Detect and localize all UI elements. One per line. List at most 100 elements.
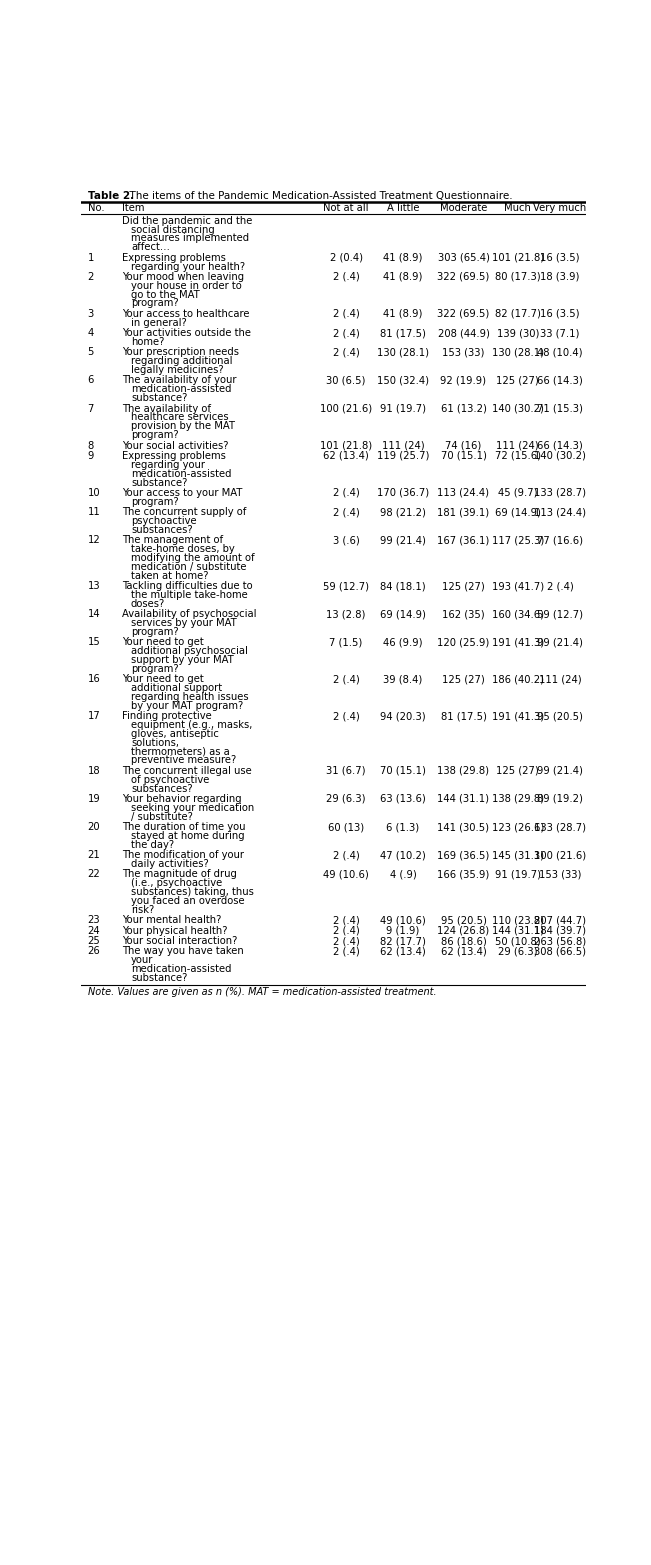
Text: your: your [131,955,154,966]
Text: 2 (.4): 2 (.4) [333,488,359,498]
Text: 71 (15.3): 71 (15.3) [537,404,583,413]
Text: doses?: doses? [131,599,165,609]
Text: of psychoactive: of psychoactive [131,775,210,784]
Text: 2 (.4): 2 (.4) [333,916,359,925]
Text: 70 (15.1): 70 (15.1) [441,451,486,462]
Text: Your social interaction?: Your social interaction? [122,936,237,947]
Text: 6: 6 [88,376,94,385]
Text: 26: 26 [88,947,100,956]
Text: program?: program? [131,430,178,440]
Text: 25: 25 [88,936,100,947]
Text: 17: 17 [88,711,100,721]
Text: 50 (10.8): 50 (10.8) [495,936,540,947]
Text: 19: 19 [88,793,100,804]
Text: Availability of psychosocial: Availability of psychosocial [122,609,256,620]
Text: 139 (30): 139 (30) [497,329,539,338]
Text: go to the MAT: go to the MAT [131,290,200,299]
Text: 24: 24 [88,925,100,936]
Text: 125 (27): 125 (27) [496,376,539,385]
Text: Your prescription needs: Your prescription needs [122,347,239,357]
Text: (i.e., psychoactive: (i.e., psychoactive [131,878,222,889]
Text: 16: 16 [88,675,100,684]
Text: 1: 1 [88,252,94,263]
Text: 46 (9.9): 46 (9.9) [383,637,422,648]
Text: 14: 14 [88,609,100,620]
Text: The modification of your: The modification of your [122,850,243,861]
Text: 41 (8.9): 41 (8.9) [383,252,422,263]
Text: 95 (20.5): 95 (20.5) [441,916,486,925]
Text: 99 (21.4): 99 (21.4) [380,535,426,545]
Text: 166 (35.9): 166 (35.9) [437,870,490,880]
Text: substances?: substances? [131,524,193,535]
Text: 89 (19.2): 89 (19.2) [537,793,583,804]
Text: 181 (39.1): 181 (39.1) [437,507,490,516]
Text: 5: 5 [88,347,94,357]
Text: 193 (41.7): 193 (41.7) [492,581,544,592]
Text: 9 (1.9): 9 (1.9) [387,925,420,936]
Text: provision by the MAT: provision by the MAT [131,421,235,432]
Text: 49 (10.6): 49 (10.6) [323,870,369,880]
Text: 160 (34.6): 160 (34.6) [492,609,544,620]
Text: Your social activities?: Your social activities? [122,441,228,451]
Text: substance?: substance? [131,393,187,404]
Text: 101 (21.8): 101 (21.8) [320,441,372,451]
Text: Table 2.: Table 2. [88,191,133,200]
Text: 12: 12 [88,535,100,545]
Text: risk?: risk? [131,905,154,916]
Text: Moderate: Moderate [440,203,487,213]
Text: 113 (24.4): 113 (24.4) [437,488,490,498]
Text: 124 (26.8): 124 (26.8) [437,925,490,936]
Text: 61 (13.2): 61 (13.2) [441,404,486,413]
Text: 77 (16.6): 77 (16.6) [537,535,583,545]
Text: Your activities outside the: Your activities outside the [122,329,251,338]
Text: Note. Values are given as n (%). MAT = medication-assisted treatment.: Note. Values are given as n (%). MAT = m… [88,988,436,997]
Text: taken at home?: taken at home? [131,571,208,581]
Text: 101 (21.8): 101 (21.8) [492,252,544,263]
Text: 2 (.4): 2 (.4) [333,507,359,516]
Text: 2 (.4): 2 (.4) [333,711,359,721]
Text: modifying the amount of: modifying the amount of [131,552,255,563]
Text: 303 (65.4): 303 (65.4) [437,252,490,263]
Text: 117 (25.3): 117 (25.3) [492,535,544,545]
Text: 2 (.4): 2 (.4) [333,850,359,861]
Text: 3 (.6): 3 (.6) [333,535,359,545]
Text: 2: 2 [88,272,94,282]
Text: 16 (3.5): 16 (3.5) [540,252,579,263]
Text: you faced an overdose: you faced an overdose [131,897,245,906]
Text: 99 (21.4): 99 (21.4) [537,765,583,776]
Text: 62 (13.4): 62 (13.4) [441,947,486,956]
Text: 150 (32.4): 150 (32.4) [377,376,429,385]
Text: 63 (13.6): 63 (13.6) [380,793,426,804]
Text: Your behavior regarding: Your behavior regarding [122,793,242,804]
Text: regarding your: regarding your [131,460,205,469]
Text: 31 (6.7): 31 (6.7) [326,765,366,776]
Text: 84 (18.1): 84 (18.1) [380,581,426,592]
Text: 119 (25.7): 119 (25.7) [377,451,429,462]
Text: 2 (0.4): 2 (0.4) [329,252,363,263]
Text: The way you have taken: The way you have taken [122,947,243,956]
Text: Your access to your MAT: Your access to your MAT [122,488,242,498]
Text: 81 (17.5): 81 (17.5) [441,711,486,721]
Text: Finding protective: Finding protective [122,711,212,721]
Text: 33 (7.1): 33 (7.1) [540,329,579,338]
Text: 153 (33): 153 (33) [442,347,484,357]
Text: program?: program? [131,299,178,308]
Text: 2 (.4): 2 (.4) [333,936,359,947]
Text: 91 (19.7): 91 (19.7) [380,404,426,413]
Text: 6 (1.3): 6 (1.3) [387,822,419,833]
Text: 69 (14.9): 69 (14.9) [495,507,540,516]
Text: 263 (56.8): 263 (56.8) [534,936,586,947]
Text: 2 (.4): 2 (.4) [333,675,359,684]
Text: psychoactive: psychoactive [131,516,197,526]
Text: 92 (19.9): 92 (19.9) [441,376,486,385]
Text: program?: program? [131,664,178,675]
Text: 144 (31.1): 144 (31.1) [492,925,544,936]
Text: measures implemented: measures implemented [131,233,249,244]
Text: 130 (28.1): 130 (28.1) [377,347,429,357]
Text: 66 (14.3): 66 (14.3) [537,441,583,451]
Text: 62 (13.4): 62 (13.4) [323,451,369,462]
Text: regarding additional: regarding additional [131,357,232,366]
Text: 3: 3 [88,308,94,319]
Text: substance?: substance? [131,973,187,983]
Text: Your access to healthcare: Your access to healthcare [122,308,249,319]
